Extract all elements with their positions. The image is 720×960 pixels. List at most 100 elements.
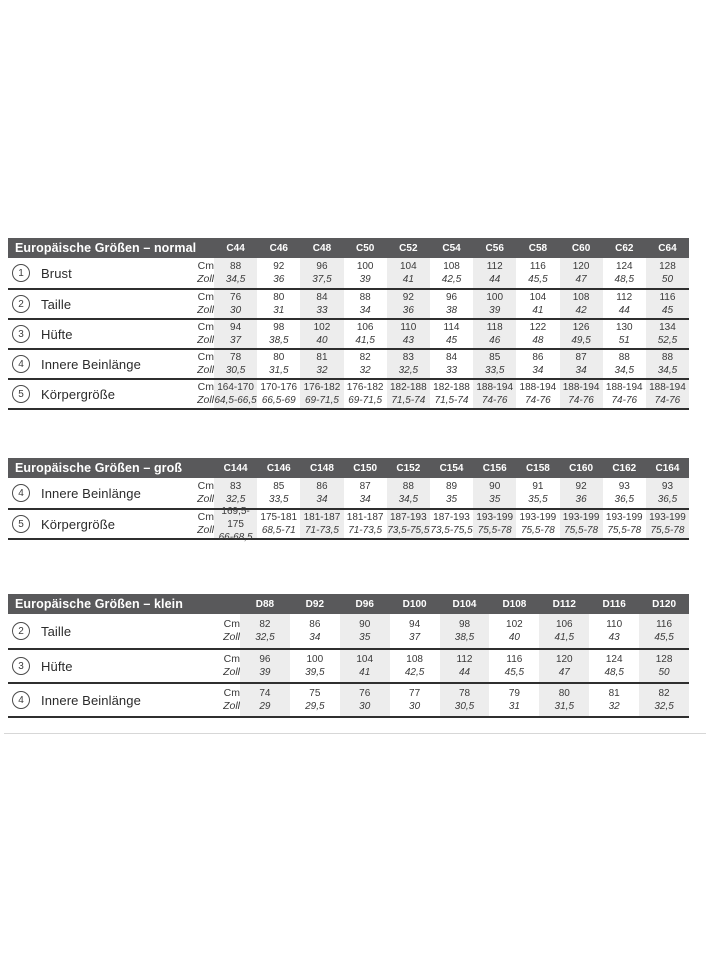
- value-cell-C54: 182-188 71,5-74: [430, 380, 473, 408]
- cm-value: 76: [230, 292, 242, 303]
- cm-value: 79: [508, 688, 520, 699]
- cm-value: 110: [606, 619, 623, 630]
- zoll-value: 34: [359, 305, 371, 316]
- row-label-cell: 5 Körpergröße: [8, 510, 160, 538]
- table-body: 1 Brust Cm Zoll 88 34,5 92 36 96 37,5 100 39 104 41 10…: [8, 258, 690, 410]
- cm-value: 94: [230, 322, 242, 333]
- zoll-value: 34: [575, 365, 587, 376]
- cm-value: 98: [458, 619, 471, 630]
- cm-value: 182-188: [433, 382, 470, 393]
- value-cell-D120: 82 32,5: [639, 684, 690, 716]
- unit-labels-cell: Cm Zoll: [166, 650, 240, 682]
- unit-label-zoll: Zoll: [197, 524, 214, 536]
- value-cell-C158: 91 35,5: [516, 478, 559, 508]
- cm-value: 118: [486, 322, 503, 333]
- value-cell-D88: 82 32,5: [240, 614, 290, 648]
- value-cell-D108: 116 45,5: [489, 650, 539, 682]
- cm-value: 77: [409, 688, 421, 699]
- zoll-value: 69-71,5: [348, 395, 383, 406]
- zoll-value: 33: [316, 305, 328, 316]
- value-cell-C64: 116 45: [645, 290, 690, 318]
- value-cell-D96: 90 35: [339, 614, 390, 648]
- value-cells: 164-170 64,5-66,5 170-176 66,5-69 176-182 69-…: [214, 380, 690, 408]
- zoll-value: 40: [316, 335, 328, 346]
- zoll-value: 48,5: [614, 274, 635, 285]
- zoll-value: 45: [661, 305, 674, 316]
- cm-value: 102: [313, 322, 331, 333]
- column-header-C52: C52: [399, 242, 418, 254]
- cm-value: 182-188: [389, 382, 427, 393]
- table-row-taille: 2 Taille Cm Zoll 76 30 80 31 84 33 88 34 92 36 96 38 100…: [8, 288, 690, 318]
- value-cell-C46: 80 31: [257, 290, 300, 318]
- zoll-value: 40: [508, 632, 520, 643]
- column-headers: D88 D92 D96 D100 D104 D108 D112 D116 D120: [240, 594, 689, 614]
- value-cell-C52: 110 43: [386, 320, 430, 348]
- value-cell-D92: 100 39,5: [290, 650, 340, 682]
- row-label: Innere Beinlänge: [41, 356, 141, 372]
- value-cells: 94 37 98 38,5 102 40 106 41,5 110 43 114 45 118 46 122…: [214, 320, 690, 348]
- cm-value: 88: [359, 292, 371, 303]
- value-cell-C156: 90 35: [473, 478, 517, 508]
- cm-value: 112: [456, 654, 473, 665]
- cm-value: 124: [615, 261, 633, 272]
- cm-value: 81: [316, 352, 328, 363]
- table-header: Europäische Größen – normal C44 C46 C48 C50 C…: [8, 238, 689, 258]
- zoll-value: 44: [489, 274, 501, 285]
- zoll-value: 46: [489, 335, 501, 346]
- zoll-value: 45,5: [504, 667, 525, 678]
- unit-labels-cell: Cm Zoll: [160, 380, 214, 408]
- column-headers: C44 C46 C48 C50 C52 C54 C56 C58 C60 C62 C64: [214, 238, 689, 258]
- column-headers: C144 C146 C148 C150 C152 C154 C156 C158 C160 C162…: [214, 458, 689, 478]
- table-row-innere-beinl-nge: 4 Innere Beinlänge Cm Zoll 83 32,5 85 33,5 86 34 8…: [8, 478, 690, 508]
- value-cell-C52: 182-188 71,5-74: [386, 380, 430, 408]
- cm-value: 116: [659, 292, 676, 303]
- column-header-C54: C54: [442, 242, 461, 254]
- unit-labels-cell: Cm Zoll: [160, 350, 214, 378]
- column-header-D88: D88: [255, 598, 275, 610]
- value-cell-C48: 84 33: [300, 290, 344, 318]
- row-number-badge: 2: [12, 295, 30, 313]
- unit-label-cm: Cm: [197, 381, 214, 393]
- cm-value: 116: [656, 619, 673, 630]
- cm-value: 188-194: [519, 382, 557, 393]
- cm-value: 78: [458, 688, 471, 699]
- unit-label-cm: Cm: [223, 687, 240, 699]
- column-header-C154: C154: [439, 462, 464, 474]
- zoll-value: 47: [558, 667, 570, 678]
- zoll-value: 35: [359, 632, 371, 643]
- value-cell-C46: 170-176 66,5-69: [257, 380, 300, 408]
- column-header-C162: C162: [612, 462, 637, 474]
- value-cell-C156: 193-199 75,5-78: [473, 510, 517, 538]
- table-row-k-rpergr-e: 5 Körpergröße Cm Zoll 169,5-175 66-68,5 175-18…: [8, 506, 690, 543]
- cm-value: 116: [506, 654, 523, 665]
- cm-value: 193-199: [605, 512, 643, 523]
- value-cell-C56: 85 33,5: [473, 350, 517, 378]
- unit-labels-cell: Cm Zoll: [160, 258, 214, 288]
- value-cell-C50: 88 34: [344, 290, 387, 318]
- page-divider-line: [4, 733, 706, 734]
- cm-value: 164-170: [217, 382, 254, 393]
- value-cell-C160: 193-199 75,5-78: [559, 510, 603, 538]
- table-row-innere-beinl-nge: 4 Innere Beinlänge Cm Zoll 78 30,5 80 31,5 81 32 8…: [8, 348, 690, 378]
- cm-value: 83: [230, 481, 242, 492]
- value-cell-C56: 112 44: [473, 258, 517, 288]
- cm-value: 86: [309, 619, 321, 630]
- column-header-D108: D108: [502, 598, 527, 610]
- value-cell-C146: 85 33,5: [257, 478, 300, 508]
- cm-value: 88: [618, 352, 630, 363]
- unit-label-cm: Cm: [197, 260, 214, 272]
- zoll-value: 39,5: [305, 667, 325, 678]
- value-cell-C64: 128 50: [645, 258, 690, 288]
- zoll-value: 75,5-78: [564, 525, 599, 536]
- cm-value: 92: [273, 261, 285, 272]
- value-cell-C54: 84 33: [430, 350, 473, 378]
- row-label-cell: 2 Taille: [8, 614, 166, 648]
- size-table-gross: Europäische Größen – groß C144 C146 C148 C15…: [8, 458, 690, 543]
- row-label-cell: 3 Hüfte: [8, 320, 160, 348]
- zoll-value: 39: [259, 667, 271, 678]
- cm-value: 85: [489, 352, 501, 363]
- cm-value: 92: [575, 481, 587, 492]
- cm-value: 82: [658, 688, 670, 699]
- zoll-value: 31,5: [269, 365, 289, 376]
- value-cell-C48: 96 37,5: [300, 258, 344, 288]
